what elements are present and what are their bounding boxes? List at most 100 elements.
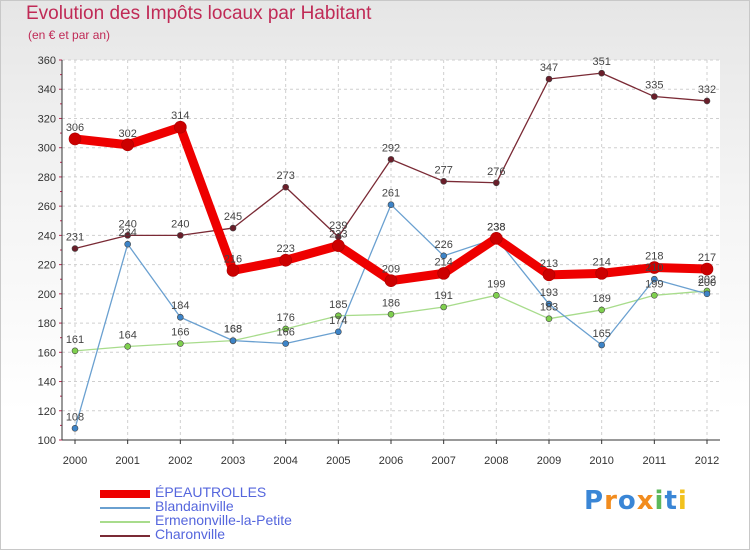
data-label: 191 <box>434 290 452 302</box>
data-point <box>387 201 395 208</box>
data-label: 347 <box>540 62 558 74</box>
data-point <box>545 315 553 322</box>
data-label: 332 <box>698 84 716 96</box>
data-label: 176 <box>276 312 294 324</box>
y-tick-label: 200 <box>38 289 56 301</box>
data-point <box>703 290 711 298</box>
data-label: 234 <box>118 227 136 239</box>
data-point <box>282 183 289 191</box>
data-point <box>651 275 658 283</box>
data-label: 184 <box>171 300 189 312</box>
data-point <box>387 311 395 318</box>
data-label: 302 <box>118 128 136 140</box>
y-tick-label: 280 <box>38 172 56 184</box>
data-point <box>279 253 292 267</box>
y-tick-label: 260 <box>38 201 56 213</box>
x-tick-label: 2004 <box>273 455 297 467</box>
data-point <box>651 93 658 100</box>
data-label: 273 <box>276 170 294 182</box>
data-label: 174 <box>329 315 347 327</box>
data-label: 168 <box>224 324 242 336</box>
data-point <box>177 340 184 347</box>
data-label: 292 <box>382 142 400 154</box>
data-point <box>598 341 605 349</box>
data-label: 306 <box>66 122 84 134</box>
data-point <box>71 347 79 355</box>
data-point <box>387 156 395 163</box>
x-tick-label: 2002 <box>168 455 192 467</box>
data-point <box>124 343 131 350</box>
data-label: 351 <box>592 56 610 68</box>
x-tick-label: 2010 <box>589 455 613 467</box>
data-point <box>493 179 500 187</box>
legend-swatch <box>100 521 150 523</box>
x-tick-label: 2008 <box>484 455 508 467</box>
data-point <box>71 245 79 252</box>
data-label: 193 <box>540 287 558 299</box>
data-label: 161 <box>66 334 84 346</box>
data-label: 217 <box>698 252 716 264</box>
y-tick-label: 240 <box>38 230 56 242</box>
y-tick-label: 220 <box>38 260 56 272</box>
data-label: 164 <box>118 329 136 341</box>
data-label: 233 <box>329 229 347 241</box>
data-point <box>71 425 79 432</box>
data-label: 214 <box>434 256 452 268</box>
data-label: 240 <box>118 218 136 230</box>
data-label: 185 <box>329 299 347 311</box>
x-tick-label: 2003 <box>221 455 245 467</box>
data-label: 238 <box>487 221 505 233</box>
data-label: 223 <box>276 243 294 255</box>
data-label: 276 <box>487 166 505 178</box>
x-tick-label: 2001 <box>115 455 139 467</box>
data-point <box>174 120 187 134</box>
data-label: 218 <box>645 251 663 263</box>
data-label: 200 <box>698 277 716 289</box>
x-tick-label: 2011 <box>643 455 667 467</box>
data-point <box>282 325 289 333</box>
data-label: 238 <box>487 221 505 233</box>
data-label: 231 <box>66 232 84 244</box>
data-point <box>651 292 658 299</box>
data-point <box>384 274 398 287</box>
data-label: 108 <box>66 411 84 423</box>
data-label: 189 <box>592 293 610 305</box>
data-point <box>226 264 240 277</box>
data-label: 199 <box>645 278 663 290</box>
data-point <box>229 224 237 232</box>
data-point <box>440 252 447 260</box>
y-tick-label: 360 <box>38 55 56 67</box>
data-point <box>542 268 556 282</box>
data-point <box>440 178 447 185</box>
x-tick-label: 2000 <box>63 455 87 467</box>
data-label: 214 <box>592 256 610 268</box>
data-point <box>493 292 500 299</box>
y-tick-label: 340 <box>38 84 56 96</box>
data-label: 261 <box>382 188 400 200</box>
legend-swatch <box>100 535 150 537</box>
data-label: 226 <box>434 239 452 251</box>
chart-subtitle: (en € et par an) <box>28 28 111 42</box>
data-label: 186 <box>382 297 400 309</box>
legend-label: ÉPEAUTROLLES <box>155 484 267 500</box>
data-point <box>437 267 450 280</box>
y-tick-label: 140 <box>38 377 56 389</box>
grid <box>62 59 720 441</box>
data-point <box>121 138 134 152</box>
data-point <box>177 232 184 239</box>
legend-label: Ermenonville-la-Petite <box>155 512 292 528</box>
data-label: 199 <box>487 278 505 290</box>
data-label: 277 <box>434 164 452 176</box>
data-point <box>545 75 553 83</box>
y-tick-label: 180 <box>38 318 56 330</box>
data-label: 210 <box>645 262 663 274</box>
data-label: 165 <box>592 328 610 340</box>
y-tick-label: 100 <box>38 435 56 447</box>
y-tick-label: 320 <box>38 113 56 125</box>
data-point <box>68 132 82 146</box>
data-point <box>490 232 503 245</box>
data-label: 216 <box>224 253 242 265</box>
data-label: 240 <box>171 218 189 230</box>
data-point <box>335 328 342 336</box>
